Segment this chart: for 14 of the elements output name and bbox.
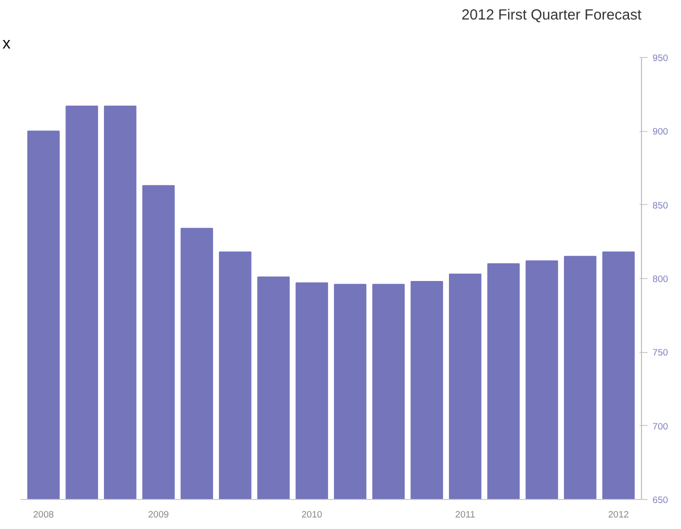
- y-tick-label: 800: [652, 274, 668, 284]
- text: x: [2, 36, 10, 52]
- x-tick-label: 2008: [33, 510, 54, 520]
- y-tick-label: 750: [652, 348, 668, 358]
- x-tick-label: 2009: [148, 510, 169, 520]
- y-tick-label: 950: [652, 53, 668, 63]
- y-tick-label: 900: [652, 126, 668, 137]
- y-tick-label: 850: [652, 200, 668, 210]
- y-tick-label: 650: [652, 495, 668, 505]
- y-tick-label: 700: [652, 421, 668, 432]
- x-tick-label: 2010: [301, 510, 322, 520]
- chart-title: 2012 First Quarter Forecast: [461, 8, 642, 24]
- x-tick-label: 2012: [608, 510, 629, 520]
- x-tick-label: 2011: [455, 510, 476, 520]
